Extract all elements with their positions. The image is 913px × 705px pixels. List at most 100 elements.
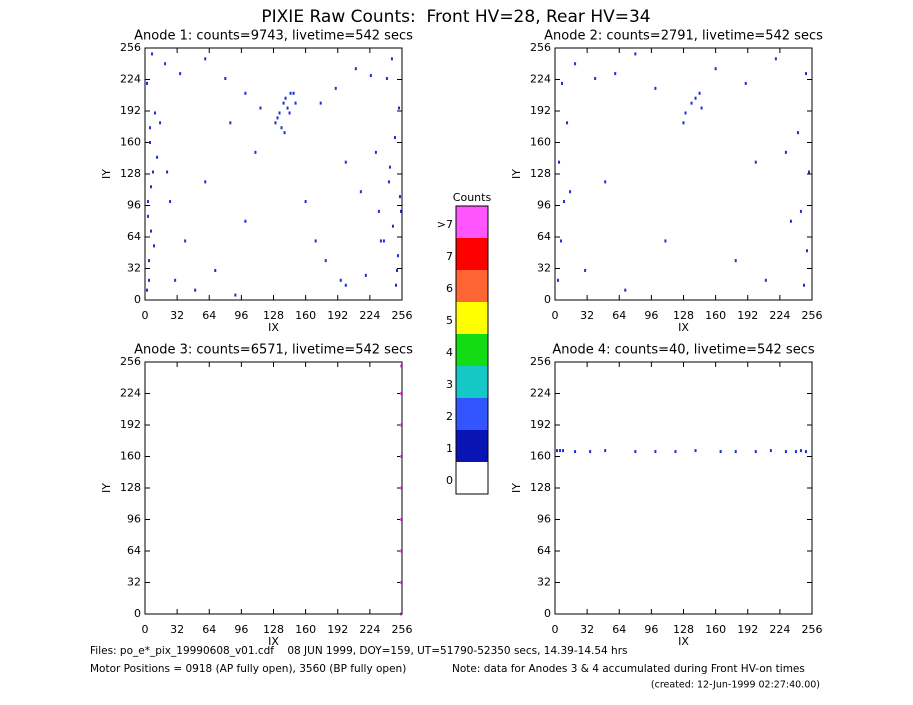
count-pixel [805, 249, 808, 253]
count-pixel [369, 74, 372, 78]
colorbar-label: 3 [446, 378, 453, 391]
count-pixel [694, 96, 697, 100]
count-pixel [284, 96, 287, 100]
y-tick-label: 64 [537, 544, 551, 557]
y-tick-label: 32 [127, 576, 141, 589]
y-tick-label: 0 [544, 293, 551, 306]
x-tick-label: 32 [170, 309, 184, 322]
plot-frame [554, 361, 813, 615]
count-pixel [280, 126, 283, 130]
y-tick-label: 224 [530, 387, 551, 400]
count-pixel [304, 200, 307, 204]
count-pixel [734, 259, 737, 263]
x-tick-label: 0 [552, 623, 559, 636]
y-tick-label: 192 [120, 104, 141, 117]
count-pixel [744, 81, 747, 85]
colorbar-swatch [456, 302, 488, 334]
x-tick-label: 256 [802, 309, 823, 322]
count-pixel [394, 283, 397, 287]
count-pixel [399, 364, 402, 368]
count-pixel [574, 62, 577, 66]
count-pixel [244, 91, 247, 95]
colorbar-swatch [456, 270, 488, 302]
count-pixel [561, 81, 564, 85]
y-tick-label: 224 [120, 387, 141, 400]
x-tick-label: 224 [769, 309, 790, 322]
count-pixel [664, 239, 667, 243]
count-pixel [698, 91, 701, 95]
count-pixel [147, 200, 150, 204]
count-pixel [399, 486, 402, 490]
count-pixel [179, 72, 182, 76]
x-tick-label: 32 [580, 623, 594, 636]
count-pixel [559, 449, 562, 453]
y-tick-label: 64 [127, 544, 141, 557]
y-tick-label: 192 [530, 418, 551, 431]
x-tick-label: 64 [612, 309, 626, 322]
y-tick-label: 192 [530, 104, 551, 117]
x-tick-label: 224 [359, 623, 380, 636]
x-tick-label: 160 [705, 309, 726, 322]
count-pixel [294, 101, 297, 105]
x-tick-label: 0 [552, 309, 559, 322]
count-pixel [385, 77, 388, 81]
x-tick-label: 192 [327, 623, 348, 636]
x-tick-label: 128 [263, 623, 284, 636]
x-axis-label: IX [268, 321, 279, 334]
count-pixel [174, 278, 177, 282]
count-pixel [359, 190, 362, 194]
count-pixel [324, 259, 327, 263]
colorbar-swatch [456, 366, 488, 398]
count-pixel [556, 449, 559, 453]
footer-note: Note: data for Anodes 3 & 4 accumulated … [452, 663, 805, 675]
count-pixel [374, 150, 377, 154]
x-axis-label: IX [268, 635, 279, 648]
count-pixel [214, 268, 217, 272]
count-pixel [784, 450, 787, 454]
y-tick-label: 0 [544, 607, 551, 620]
x-tick-label: 128 [673, 623, 694, 636]
count-pixel [344, 283, 347, 287]
count-pixel [259, 106, 262, 110]
count-pixel [319, 101, 322, 105]
y-tick-label: 128 [530, 167, 551, 180]
count-pixel [799, 209, 802, 213]
x-tick-label: 192 [737, 623, 758, 636]
y-axis-label: IY [510, 169, 523, 179]
x-tick-label: 96 [644, 309, 658, 322]
count-pixel [388, 165, 391, 169]
y-tick-label: 96 [537, 513, 551, 526]
count-pixel [395, 268, 398, 272]
count-pixel [399, 392, 402, 395]
count-pixel [397, 106, 400, 110]
count-pixel [354, 67, 357, 71]
count-pixel [799, 449, 802, 453]
count-pixel [283, 131, 286, 135]
count-pixel [154, 111, 157, 115]
count-pixel [148, 278, 151, 282]
count-pixel [339, 278, 342, 282]
count-pixel [148, 259, 151, 263]
count-pixel [278, 111, 281, 115]
x-axis-label: IX [678, 635, 689, 648]
panel-title: Anode 4: counts=40, livetime=542 secs [552, 343, 814, 358]
count-pixel [700, 106, 703, 110]
count-pixel [654, 450, 657, 454]
y-tick-label: 256 [120, 355, 141, 368]
colorbar-label: 2 [446, 410, 453, 423]
count-pixel [584, 268, 587, 272]
panel-title: Anode 3: counts=6571, livetime=542 secs [134, 343, 413, 358]
x-tick-label: 64 [612, 623, 626, 636]
y-tick-label: 0 [134, 607, 141, 620]
count-pixel [399, 518, 402, 521]
count-pixel [387, 180, 390, 184]
count-pixel [694, 449, 697, 453]
count-pixel [254, 150, 257, 154]
x-tick-label: 96 [644, 623, 658, 636]
count-pixel [390, 57, 393, 61]
count-pixel [399, 209, 402, 213]
x-tick-label: 160 [705, 623, 726, 636]
count-pixel [224, 77, 227, 81]
colorbar-swatch [456, 206, 488, 238]
count-pixel [674, 450, 677, 454]
